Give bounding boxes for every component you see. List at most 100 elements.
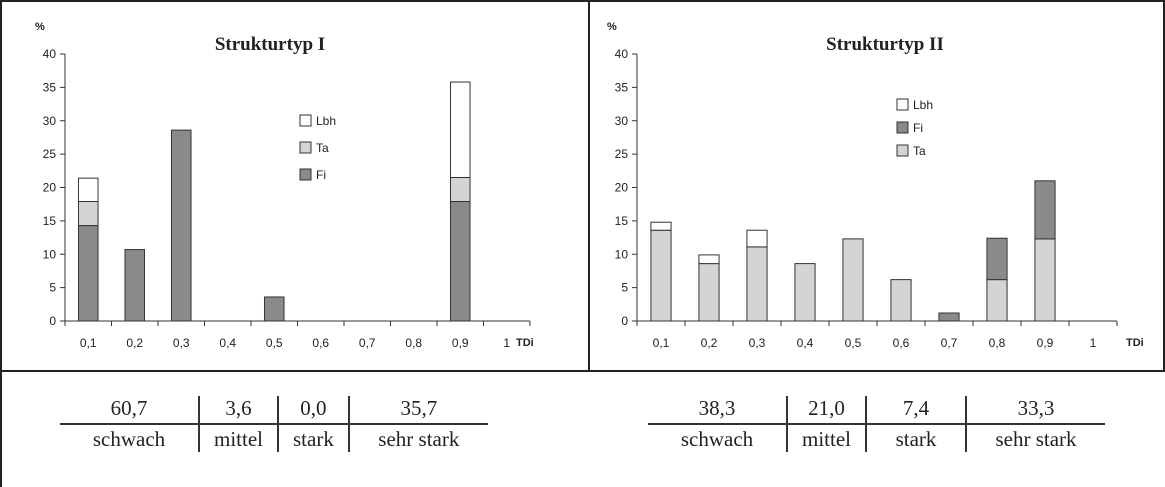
chart-strukturtyp-2: Strukturtyp II% TDi 0 5 10 15 20 25 30 35 40 0,1 0,2…: [607, 21, 1144, 350]
x-tick-label: 0,7: [941, 336, 958, 350]
bar-ta-0-1: [77, 201, 99, 227]
summary-value-schwach: 60,7: [60, 396, 200, 424]
bar-fi-0-2: [124, 249, 146, 322]
y-tick-label: 5: [49, 281, 56, 295]
summary-label-schwach: schwach: [60, 423, 200, 452]
bar-lbh-0-3: [746, 229, 768, 248]
legend-swatch-lbh: [896, 98, 909, 111]
summary-value-sehr-stark: 33,3: [1017, 396, 1055, 420]
bar-fi-0-8: [986, 237, 1008, 281]
summary-label-sehr-stark: sehr stark: [348, 423, 488, 452]
border-top: [0, 0, 1165, 2]
bar-fi-0-9: [1034, 180, 1056, 240]
x-tick-label: 0,3: [173, 336, 190, 350]
legend-label-fi: Fi: [913, 121, 923, 135]
summary-value-sehr-stark: 35,7: [400, 396, 438, 420]
border-middle: [0, 370, 1165, 372]
y-axis-label: %: [607, 21, 617, 33]
y-tick-label: 30: [43, 114, 57, 128]
chart-title: Strukturtyp I: [215, 34, 325, 55]
x-tick-label: 0,3: [749, 336, 766, 350]
legend-swatch-fi: [299, 168, 312, 181]
x-tick-label: 0,5: [845, 336, 862, 350]
x-axis-label: TDi: [516, 337, 534, 349]
summary-value-stark: 0,0: [278, 396, 350, 424]
summary-table-1: 60,7 3,6 0,0 35,7 schwach mittel stark s…: [60, 396, 488, 452]
y-tick-label: 25: [43, 147, 57, 161]
y-tick-label: 35: [615, 80, 629, 94]
y-tick-label: 40: [615, 47, 629, 61]
legend-label-fi: Fi: [316, 168, 326, 182]
bar-ta-0-5: [842, 238, 864, 322]
x-tick-label: 0,6: [893, 336, 910, 350]
bar-lbh-0-2: [698, 254, 720, 265]
x-tick-label: 0,1: [80, 336, 97, 350]
y-tick-label: 40: [43, 47, 57, 61]
x-tick-label: 0,5: [266, 336, 283, 350]
chart-title: Strukturtyp II: [826, 34, 944, 55]
legend-label-ta: Ta: [316, 141, 329, 155]
summary-label-mittel: mittel: [787, 423, 867, 452]
bar-lbh-0-1: [650, 221, 672, 231]
summary-value-mittel: 3,6: [199, 396, 279, 424]
y-tick-label: 30: [615, 114, 629, 128]
x-tick-label: 0,8: [989, 336, 1006, 350]
y-axis-label: %: [35, 21, 45, 33]
bar-ta-0-2: [698, 263, 720, 322]
bar-fi-0-9: [449, 201, 471, 322]
summary-value-mittel: 21,0: [787, 396, 867, 424]
bar-fi-0-5: [263, 296, 285, 322]
summary-strukturtyp-1: 60,7 3,6 0,0 35,7 schwach mittel stark s…: [60, 396, 488, 452]
legend-label-lbh: Lbh: [316, 114, 336, 128]
y-tick-label: 10: [615, 247, 629, 261]
summary-value-stark: 7,4: [866, 396, 967, 424]
y-tick-label: 35: [43, 80, 57, 94]
y-tick-label: 15: [615, 214, 629, 228]
y-tick-label: 20: [615, 181, 629, 195]
x-tick-label: 1: [503, 336, 510, 350]
x-tick-label: 0,8: [405, 336, 422, 350]
bar-fi-0-7: [938, 312, 960, 322]
summary-label-schwach: schwach: [648, 423, 788, 452]
y-tick-label: 0: [621, 314, 628, 328]
y-tick-label: 15: [43, 214, 57, 228]
bar-ta-0-6: [890, 279, 912, 322]
x-tick-label: 0,2: [701, 336, 718, 350]
chart-strukturtyp-1: Strukturtyp I% TDi 0 5 10 15 20 25 30 35 40 0,1 0,2 0…: [35, 21, 534, 350]
summary-label-sehr-stark: sehr stark: [966, 423, 1105, 452]
y-tick-label: 10: [43, 247, 57, 261]
bar-lbh-0-9: [449, 81, 471, 178]
bar-fi-0-1: [77, 225, 99, 322]
x-tick-label: 0,9: [1037, 336, 1054, 350]
bar-lbh-0-1: [77, 177, 99, 203]
x-tick-label: 0,7: [359, 336, 376, 350]
x-tick-label: 0,9: [452, 336, 469, 350]
x-tick-label: 1: [1090, 336, 1097, 350]
bar-ta-0-9: [1034, 238, 1056, 322]
border-divider: [588, 0, 590, 372]
legend-swatch-lbh: [299, 114, 312, 127]
bar-ta-0-3: [746, 246, 768, 322]
summary-strukturtyp-2: 38,3 21,0 7,4 33,3 schwach mittel stark …: [648, 396, 1105, 452]
y-tick-label: 20: [43, 181, 57, 195]
bar-ta-0-8: [986, 279, 1008, 322]
y-tick-label: 25: [615, 147, 629, 161]
y-tick-label: 5: [621, 281, 628, 295]
y-tick-label: 0: [49, 314, 56, 328]
bar-fi-0-3: [170, 129, 192, 322]
legend-swatch-ta: [299, 141, 312, 154]
x-tick-label: 0,2: [126, 336, 143, 350]
x-tick-label: 0,6: [312, 336, 329, 350]
bar-ta-0-1: [650, 229, 672, 322]
summary-label-stark: stark: [278, 423, 350, 452]
summary-label-mittel: mittel: [199, 423, 279, 452]
bar-ta-0-4: [794, 263, 816, 322]
legend-swatch-fi: [896, 121, 909, 134]
x-tick-label: 0,1: [653, 336, 670, 350]
x-tick-label: 0,4: [219, 336, 236, 350]
summary-value-schwach: 38,3: [648, 396, 788, 424]
legend-swatch-ta: [896, 144, 909, 157]
summary-table-2: 38,3 21,0 7,4 33,3 schwach mittel stark …: [648, 396, 1105, 452]
x-axis-label: TDi: [1126, 337, 1144, 349]
